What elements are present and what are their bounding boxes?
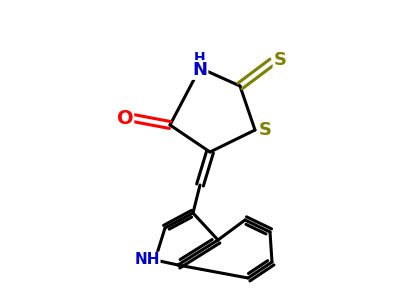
Text: S: S [274, 51, 286, 69]
Text: N: N [192, 61, 208, 79]
Text: NH: NH [134, 253, 160, 268]
Text: S: S [258, 121, 272, 139]
Text: O: O [117, 109, 133, 128]
Text: H: H [194, 51, 206, 65]
